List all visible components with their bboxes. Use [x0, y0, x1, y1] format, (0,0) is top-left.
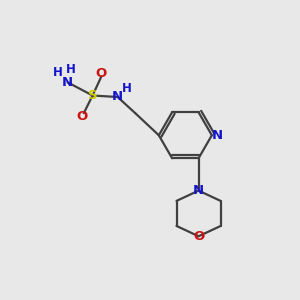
Text: H: H [66, 63, 75, 76]
Text: H: H [122, 82, 131, 95]
Text: S: S [88, 89, 98, 102]
Text: O: O [96, 67, 107, 80]
Text: N: N [193, 184, 204, 197]
Text: O: O [77, 110, 88, 123]
Text: N: N [62, 76, 73, 89]
Text: N: N [212, 129, 223, 142]
Text: H: H [53, 66, 63, 80]
Text: N: N [112, 91, 123, 103]
Text: O: O [193, 230, 204, 243]
